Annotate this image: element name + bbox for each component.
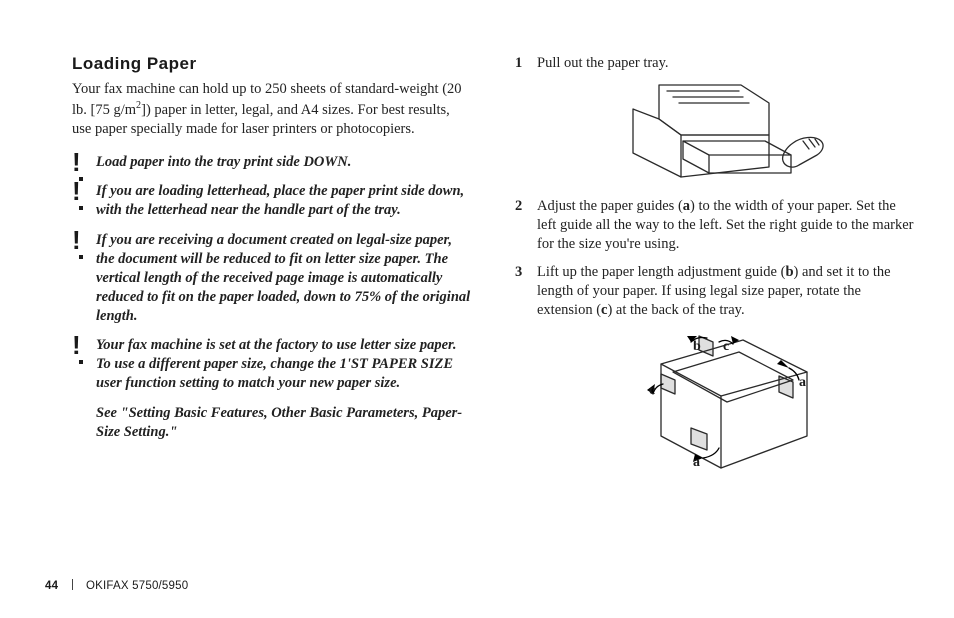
label-c: c <box>649 383 655 398</box>
important-notes-list: ! Load paper into the tray print side DO… <box>72 153 471 393</box>
intro-paragraph: Your fax machine can hold up to 250 shee… <box>72 80 471 139</box>
footer-separator <box>72 579 73 590</box>
product-name: OKIFAX 5750/5950 <box>86 580 188 592</box>
label-b: b <box>693 339 701 354</box>
note-text: Load paper into the tray print side DOWN… <box>96 153 471 172</box>
right-column: Pull out the paper tray. <box>515 54 914 492</box>
page-footer: 44 OKIFAX 5750/5950 <box>45 579 188 592</box>
step-item: Pull out the paper tray. <box>515 54 914 183</box>
step-text: Pull out the paper tray. <box>537 55 669 71</box>
exclamation-icon: ! <box>72 332 81 358</box>
left-column: Loading Paper Your fax machine can hold … <box>72 54 471 492</box>
bullet-icon <box>79 206 83 210</box>
label-c: c <box>723 339 729 354</box>
pull-tray-illustration <box>621 81 831 183</box>
exclamation-icon: ! <box>72 149 81 175</box>
tray-guides-illustration: a a b c c <box>621 328 831 478</box>
note-text: If you are loading letterhead, place the… <box>96 182 471 220</box>
note-item: ! If you are loading letterhead, place t… <box>72 182 471 220</box>
cross-reference: See "Setting Basic Features, Other Basic… <box>72 404 471 442</box>
note-text: If you are receiving a document created … <box>96 231 471 327</box>
two-column-layout: Loading Paper Your fax machine can hold … <box>72 54 914 492</box>
step-text: Adjust the paper guides (a) to the width… <box>537 198 913 252</box>
note-text: Your fax machine is set at the factory t… <box>96 336 471 393</box>
manual-page: Loading Paper Your fax machine can hold … <box>0 0 954 618</box>
bullet-icon <box>79 360 83 364</box>
note-item: ! If you are receiving a document create… <box>72 231 471 327</box>
bullet-icon <box>79 255 83 259</box>
steps-list: Pull out the paper tray. <box>515 54 914 478</box>
note-item: ! Your fax machine is set at the factory… <box>72 336 471 393</box>
step-text: Lift up the paper length adjustment guid… <box>537 264 891 318</box>
step-item: Adjust the paper guides (a) to the width… <box>515 197 914 254</box>
step-item: Lift up the paper length adjustment guid… <box>515 263 914 478</box>
label-a: a <box>693 455 700 470</box>
note-item: ! Load paper into the tray print side DO… <box>72 153 471 172</box>
page-number: 44 <box>45 580 58 592</box>
exclamation-icon: ! <box>72 227 81 253</box>
section-heading: Loading Paper <box>72 54 471 74</box>
exclamation-icon: ! <box>72 178 81 204</box>
label-a: a <box>799 375 806 390</box>
